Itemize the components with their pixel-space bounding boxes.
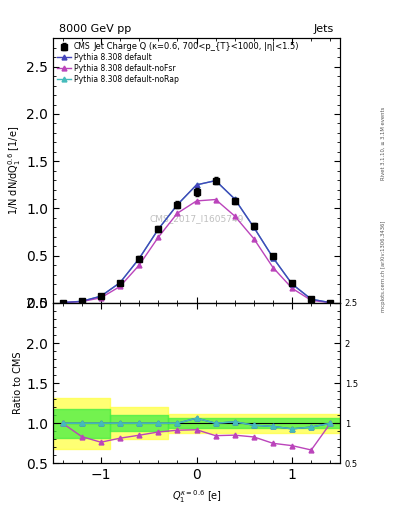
Text: Jet Charge Q (κ=0.6, 700<p_{T}<1000, |η|<1.5): Jet Charge Q (κ=0.6, 700<p_{T}<1000, |η|… [94, 42, 299, 51]
Pythia 8.308 default [213, 178, 218, 184]
Pythia 8.308 default-noFsr [137, 262, 141, 268]
Y-axis label: 1/N dN/dQ$_1^{0.6}$ [1/e]: 1/N dN/dQ$_1^{0.6}$ [1/e] [7, 126, 24, 216]
Pythia 8.308 default-noFsr [232, 213, 237, 219]
Line: Pythia 8.308 default-noFsr: Pythia 8.308 default-noFsr [60, 197, 333, 305]
Pythia 8.308 default [252, 224, 256, 230]
Pythia 8.308 default-noFsr [118, 283, 122, 289]
Pythia 8.308 default-noRap [252, 224, 256, 230]
Pythia 8.308 default-noFsr [175, 210, 180, 216]
Pythia 8.308 default-noRap [118, 280, 122, 286]
Pythia 8.308 default [309, 296, 314, 302]
Text: Jets: Jets [314, 25, 334, 34]
Pythia 8.308 default-noFsr [60, 300, 65, 306]
Pythia 8.308 default-noFsr [309, 297, 314, 304]
Pythia 8.308 default-noFsr [290, 285, 294, 291]
Pythia 8.308 default-noRap [156, 226, 161, 232]
Pythia 8.308 default-noFsr [328, 300, 333, 306]
Pythia 8.308 default [79, 298, 84, 304]
Pythia 8.308 default-noRap [60, 300, 65, 306]
Pythia 8.308 default-noRap [271, 254, 275, 261]
Text: Rivet 3.1.10, ≥ 3.1M events: Rivet 3.1.10, ≥ 3.1M events [381, 106, 386, 180]
Pythia 8.308 default [271, 254, 275, 261]
Pythia 8.308 default-noFsr [99, 295, 103, 301]
Pythia 8.308 default-noRap [79, 298, 84, 304]
Pythia 8.308 default-noFsr [156, 234, 161, 241]
Pythia 8.308 default [232, 196, 237, 202]
Pythia 8.308 default [175, 202, 180, 208]
Pythia 8.308 default-noFsr [213, 197, 218, 203]
Text: mcplots.cern.ch [arXiv:1306.3436]: mcplots.cern.ch [arXiv:1306.3436] [381, 221, 386, 312]
Pythia 8.308 default [118, 280, 122, 286]
Pythia 8.308 default [328, 300, 333, 306]
X-axis label: $Q_1^{\kappa=0.6}$ [e]: $Q_1^{\kappa=0.6}$ [e] [171, 488, 222, 505]
Pythia 8.308 default-noRap [194, 182, 199, 188]
Pythia 8.308 default [137, 255, 141, 262]
Pythia 8.308 default [156, 226, 161, 232]
Pythia 8.308 default-noRap [232, 196, 237, 202]
Pythia 8.308 default-noRap [99, 293, 103, 300]
Pythia 8.308 default-noRap [213, 178, 218, 184]
Pythia 8.308 default-noRap [137, 255, 141, 262]
Pythia 8.308 default-noRap [328, 300, 333, 306]
Pythia 8.308 default-noFsr [194, 198, 199, 204]
Pythia 8.308 default-noRap [175, 202, 180, 208]
Text: 8000 GeV pp: 8000 GeV pp [59, 25, 131, 34]
Pythia 8.308 default [99, 293, 103, 300]
Pythia 8.308 default-noRap [290, 281, 294, 287]
Line: Pythia 8.308 default-noRap: Pythia 8.308 default-noRap [60, 178, 333, 305]
Line: Pythia 8.308 default: Pythia 8.308 default [60, 178, 333, 305]
Pythia 8.308 default-noRap [309, 296, 314, 302]
Pythia 8.308 default [60, 300, 65, 306]
Pythia 8.308 default [290, 281, 294, 287]
Pythia 8.308 default-noFsr [252, 236, 256, 242]
Pythia 8.308 default-noFsr [271, 265, 275, 271]
Pythia 8.308 default [194, 182, 199, 188]
Pythia 8.308 default-noFsr [79, 298, 84, 305]
Legend: CMS, Pythia 8.308 default, Pythia 8.308 default-noFsr, Pythia 8.308 default-noRa: CMS, Pythia 8.308 default, Pythia 8.308 … [55, 40, 180, 86]
Y-axis label: Ratio to CMS: Ratio to CMS [13, 352, 24, 414]
Text: CMS_2017_I1605749: CMS_2017_I1605749 [149, 214, 244, 223]
